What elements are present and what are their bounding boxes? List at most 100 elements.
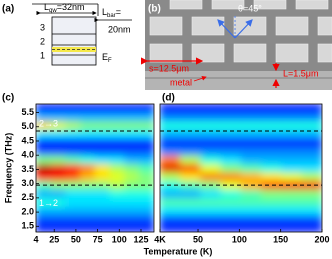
heatmap-cell (138, 189, 154, 199)
heatmap-cell (36, 223, 52, 232)
heatmap-cell (179, 104, 201, 113)
heatmap-cell (79, 223, 96, 232)
heatmap-cell (301, 189, 322, 199)
heatmap-cell (36, 120, 52, 130)
plot-frame (35, 103, 155, 233)
heatmap-cell (50, 146, 66, 156)
heatmap-cell (109, 197, 125, 207)
heatmap-cell (138, 129, 154, 139)
x-tick-label: 75 (93, 234, 103, 244)
heatmap-cell (260, 104, 282, 113)
heatmap-cell (160, 146, 181, 156)
heatmap-cell (94, 197, 111, 207)
heatmap-cell (260, 223, 282, 232)
heatmap-cell (50, 197, 66, 207)
plot-area (36, 104, 154, 232)
heatmap-cell (109, 189, 125, 199)
heatmap-cell (260, 146, 282, 156)
y-tick-label: 5.5 (21, 107, 34, 117)
panel-label: (c) (2, 93, 14, 104)
heatmap-cell (65, 154, 81, 165)
heatmap-cell (138, 171, 154, 182)
heatmap-cell (124, 223, 140, 232)
heatmap-cell (138, 120, 154, 130)
heatmap-cell (200, 146, 222, 156)
heatmap-cell (220, 104, 242, 113)
heatmap-cell (50, 154, 66, 165)
symbol: L (44, 2, 49, 12)
heatmap-cell (301, 180, 322, 190)
resonator (149, 43, 183, 63)
heatmap-cell (220, 171, 242, 182)
heatmap-cell (94, 112, 111, 122)
heatmap-cell (281, 189, 303, 199)
heatmap-cell (179, 163, 201, 173)
heatmap-cell (138, 214, 154, 224)
heatmap-cell (124, 154, 140, 165)
resonator (275, 43, 309, 63)
plot-area (160, 104, 322, 232)
heatmap-cell (220, 120, 242, 130)
heatmap-cell (79, 171, 96, 182)
text: =32nm (57, 2, 85, 12)
panel-b: (b) θ=45° s=12.5μm metal L=1.5μm (141, 0, 332, 90)
heatmap-cell (36, 163, 52, 173)
heatmap-cell (200, 120, 222, 130)
heatmap-cell (301, 129, 322, 139)
heatmap-cell (36, 104, 52, 113)
heatmap-cell (160, 223, 181, 232)
heatmap-cell (65, 146, 81, 156)
heatmap-cell (260, 129, 282, 139)
resonator (253, 0, 287, 10)
x-tick-label: 4K (154, 234, 166, 244)
resonator (191, 16, 225, 36)
heatmap-cell (138, 180, 154, 190)
heatmap-cell (260, 214, 282, 224)
heatmap-cell (94, 129, 111, 139)
metal-arrow (193, 75, 207, 82)
heatmap-cell (281, 112, 303, 122)
heatmap-cell (281, 104, 303, 113)
heatmap-cell (260, 154, 282, 165)
heatmap-cell (109, 154, 125, 165)
heatmap-cell (36, 146, 52, 156)
heatmap-cell (65, 112, 81, 122)
heatmap-cell (109, 163, 125, 173)
heatmap-cell (200, 112, 222, 122)
level-label: 2 (40, 36, 45, 46)
x-tick-label: 125 (133, 234, 148, 244)
heatmap-cell (50, 206, 66, 216)
heatmap-cell (301, 171, 322, 182)
heatmap-cell (65, 189, 81, 199)
heatmap-cell (200, 206, 222, 216)
heatmap-cell (94, 146, 111, 156)
heatmap-cell (109, 129, 125, 139)
resonator (233, 43, 267, 63)
heatmap-cell (160, 206, 181, 216)
heatmap-cell (200, 223, 222, 232)
heatmap-cell (79, 197, 96, 207)
heatmap-cell (240, 197, 262, 207)
heatmap-cell (79, 129, 96, 139)
x-tick-label: 200 (314, 234, 329, 244)
heatmap-cell (65, 197, 81, 207)
x-tick-label: 150 (273, 234, 288, 244)
heatmap-cell (179, 171, 201, 182)
heatmap-cell (50, 171, 66, 182)
heatmap-cell (124, 137, 140, 147)
annotation: 2→3 (39, 118, 58, 128)
heatmap-cell (301, 163, 322, 173)
heatmap-cell (138, 197, 154, 207)
heatmap-cell (220, 189, 242, 199)
heatmap-cell (109, 206, 125, 216)
heatmap-cell (240, 154, 262, 165)
heatmap-cell (109, 146, 125, 156)
heatmap-cell (138, 154, 154, 165)
heatmap-cell (138, 206, 154, 216)
heatmap-cell (65, 104, 81, 113)
heatmap-cell (301, 197, 322, 207)
heatmap-cell (200, 214, 222, 224)
heatmap-cell (301, 120, 322, 130)
heatmap-cell (138, 146, 154, 156)
heatmap-cell (109, 112, 125, 122)
